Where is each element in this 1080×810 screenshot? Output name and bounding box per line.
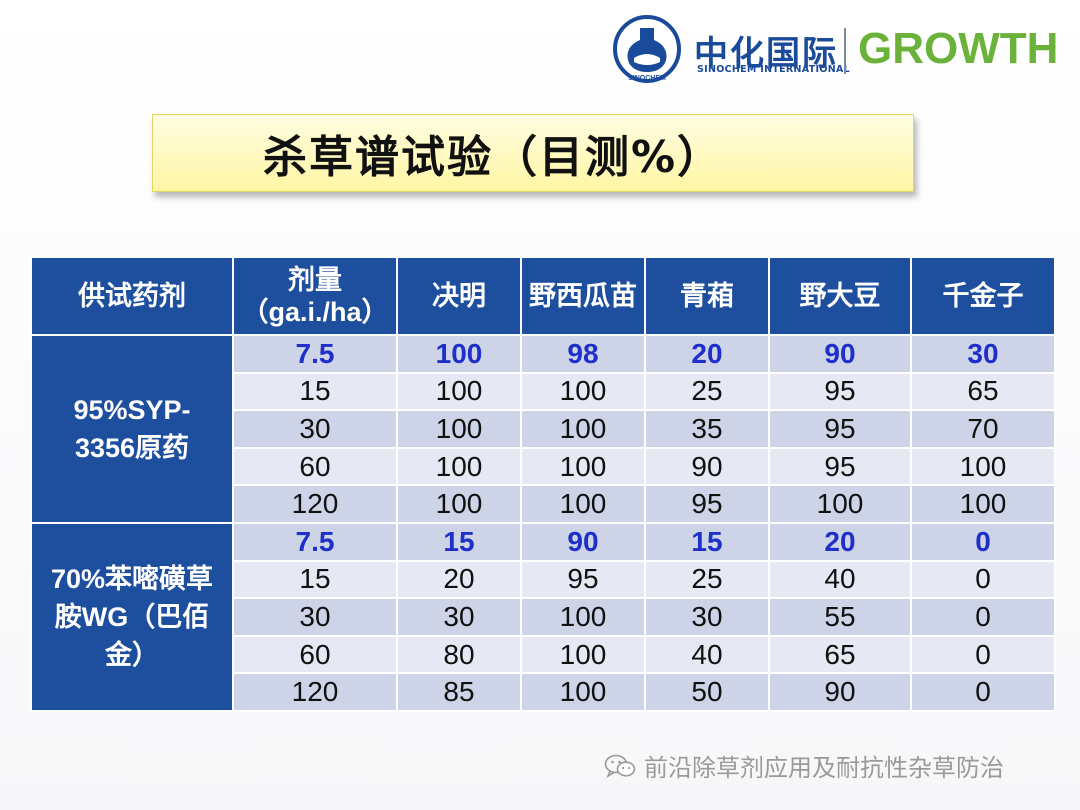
growth-logo: GROWTH bbox=[858, 24, 1059, 73]
table-cell: 30 bbox=[910, 334, 1056, 374]
table-row: 60 100 100 90 95 100 bbox=[31, 446, 1056, 487]
table-cell: 0 bbox=[910, 559, 1056, 600]
svg-text:SINOCHEM: SINOCHEM bbox=[628, 75, 666, 82]
table-row: 120 100 100 95 100 100 bbox=[31, 484, 1056, 524]
table-cell: 95 bbox=[768, 446, 912, 487]
group-label-cell: 95%SYP-3356原药 bbox=[30, 334, 234, 524]
group-label-cell: 70%苯嘧磺草胺WG（巴佰金） bbox=[30, 521, 234, 712]
table-cell: 100 bbox=[520, 634, 646, 675]
header-cell: 千金子 bbox=[910, 256, 1056, 336]
table-cell: 95 bbox=[768, 371, 912, 412]
table-cell: 7.5 bbox=[232, 521, 398, 562]
table-cell: 100 bbox=[520, 672, 646, 712]
table-cell: 15 bbox=[232, 559, 398, 600]
table-cell: 60 bbox=[232, 446, 398, 487]
table-row: 15 100 100 25 95 65 bbox=[31, 371, 1056, 412]
table-cell: 0 bbox=[910, 597, 1056, 637]
table-cell: 7.5 bbox=[232, 334, 398, 374]
table-cell: 100 bbox=[910, 484, 1056, 524]
table-cell: 30 bbox=[396, 597, 522, 637]
table-cell: 0 bbox=[910, 672, 1056, 712]
table-cell: 15 bbox=[396, 521, 522, 562]
table-row: 30 30 100 30 55 0 bbox=[31, 597, 1056, 637]
table-cell: 100 bbox=[396, 371, 522, 412]
table-cell: 15 bbox=[232, 371, 398, 412]
table-cell: 15 bbox=[644, 521, 770, 562]
table-cell: 65 bbox=[768, 634, 912, 675]
table-cell: 60 bbox=[232, 634, 398, 675]
table-cell: 100 bbox=[396, 446, 522, 487]
table-cell: 90 bbox=[644, 446, 770, 487]
header-cell: 野西瓜苗 bbox=[520, 256, 646, 336]
table-row: 15 20 95 25 40 0 bbox=[31, 559, 1056, 600]
footer-watermark: 前沿除草剂应用及耐抗性杂草防治 bbox=[604, 748, 1004, 783]
logo-cn-text: 中化国际 bbox=[694, 34, 838, 74]
table-row: 60 80 100 40 65 0 bbox=[31, 634, 1056, 675]
table-cell: 100 bbox=[396, 409, 522, 449]
table-cell: 55 bbox=[768, 597, 912, 637]
table-cell: 40 bbox=[644, 634, 770, 675]
table-cell: 95 bbox=[520, 559, 646, 600]
table-row: 30 100 100 35 95 70 bbox=[31, 409, 1056, 449]
table-cell: 30 bbox=[232, 597, 398, 637]
table-cell: 100 bbox=[910, 446, 1056, 487]
table-cell: 20 bbox=[644, 334, 770, 374]
table-cell: 100 bbox=[520, 371, 646, 412]
footer-watermark-text: 前沿除草剂应用及耐抗性杂草防治 bbox=[644, 754, 1004, 782]
table-cell: 0 bbox=[910, 521, 1056, 562]
page-title: 杀草谱试验（目测%） bbox=[262, 132, 724, 183]
table-cell: 50 bbox=[644, 672, 770, 712]
logo-divider bbox=[844, 28, 846, 74]
table-cell: 120 bbox=[232, 484, 398, 524]
logo-en-text: SINOCHEM INTERNATIONAL bbox=[697, 64, 850, 75]
table-cell: 0 bbox=[910, 634, 1056, 675]
header-cell: 野大豆 bbox=[768, 256, 912, 336]
table-cell: 100 bbox=[520, 597, 646, 637]
table-cell: 70 bbox=[910, 409, 1056, 449]
table-header-row: 供试药剂 剂量（ga.i./ha） 决明 野西瓜苗 青葙 野大豆 千金子 bbox=[30, 256, 1056, 336]
table-cell: 100 bbox=[520, 446, 646, 487]
table-cell: 100 bbox=[396, 334, 522, 374]
table-cell: 100 bbox=[768, 484, 912, 524]
table-cell: 100 bbox=[520, 409, 646, 449]
table-cell: 95 bbox=[644, 484, 770, 524]
header-cell: 青葙 bbox=[644, 256, 770, 336]
table-cell: 20 bbox=[768, 521, 912, 562]
table-cell: 30 bbox=[644, 597, 770, 637]
header-cell: 剂量（ga.i./ha） bbox=[232, 256, 398, 336]
table-cell: 30 bbox=[232, 409, 398, 449]
table-cell: 100 bbox=[520, 484, 646, 524]
wechat-icon bbox=[604, 754, 636, 778]
table-cell: 100 bbox=[396, 484, 522, 524]
table-cell: 90 bbox=[520, 521, 646, 562]
table-cell: 85 bbox=[396, 672, 522, 712]
table-row: 95%SYP-3356原药 7.5 100 98 20 90 30 bbox=[30, 334, 1056, 524]
table-cell: 80 bbox=[396, 634, 522, 675]
table-cell: 25 bbox=[644, 371, 770, 412]
table-cell: 95 bbox=[768, 409, 912, 449]
table-cell: 65 bbox=[910, 371, 1056, 412]
weed-spectrum-table: 供试药剂 剂量（ga.i./ha） 决明 野西瓜苗 青葙 野大豆 千金子 95%… bbox=[30, 256, 1056, 712]
title-banner: 杀草谱试验（目测%） bbox=[152, 114, 914, 192]
table-cell: 90 bbox=[768, 672, 912, 712]
table-cell: 35 bbox=[644, 409, 770, 449]
table-cell: 40 bbox=[768, 559, 912, 600]
table-cell: 90 bbox=[768, 334, 912, 374]
table-row: 120 85 100 50 90 0 bbox=[31, 672, 1056, 712]
table-cell: 20 bbox=[396, 559, 522, 600]
table-cell: 120 bbox=[232, 672, 398, 712]
table-cell: 98 bbox=[520, 334, 646, 374]
header-cell: 决明 bbox=[396, 256, 522, 336]
table-row: 70%苯嘧磺草胺WG（巴佰金） 7.5 15 90 15 20 0 bbox=[30, 521, 1056, 712]
table-cell: 25 bbox=[644, 559, 770, 600]
header-cell: 供试药剂 bbox=[30, 256, 234, 336]
sinochem-seal-logo: SINOCHEM bbox=[613, 15, 681, 83]
